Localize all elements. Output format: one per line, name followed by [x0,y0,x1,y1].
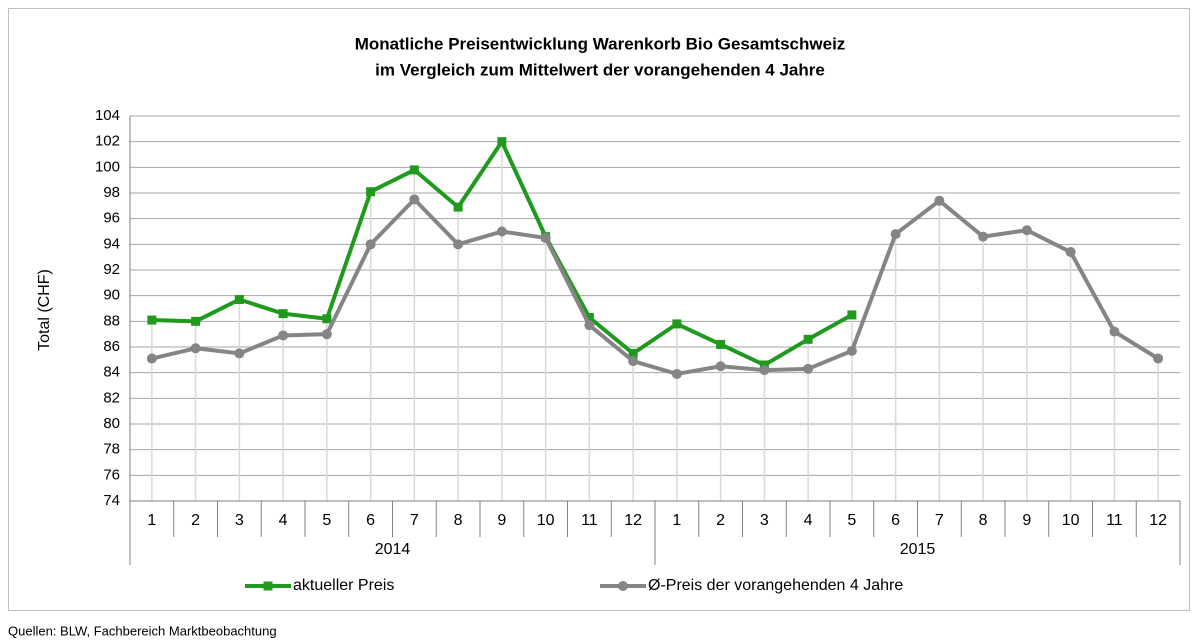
x-tick-label: 7 [935,512,944,529]
data-point [628,348,638,358]
x-tick-label: 10 [537,512,555,529]
data-point [322,314,332,324]
x-tick-label: 10 [1062,512,1080,529]
x-tick-label: 1 [672,512,681,529]
source-note: Quellen: BLW, Fachbereich Marktbeobachtu… [8,623,277,638]
data-point [1065,247,1076,258]
y-tick-label: 96 [103,210,120,227]
x-tick-label: 2 [716,512,725,529]
data-point [759,360,769,370]
x-tick-label: 12 [624,512,642,529]
data-point [847,310,857,320]
data-point [671,368,682,379]
data-point [234,295,244,305]
x-tick-label: 4 [279,512,288,529]
data-point [978,231,989,242]
data-point [365,239,376,250]
data-point [715,361,726,372]
y-tick-label: 104 [95,107,120,124]
chart-frame [8,8,1190,611]
data-point [409,194,420,205]
group-label: 2014 [375,541,411,558]
x-tick-label: 9 [1022,512,1031,529]
y-tick-label: 88 [103,312,120,329]
y-tick-label: 102 [95,133,120,150]
x-tick-label: 12 [1149,512,1167,529]
x-tick-label: 5 [847,512,856,529]
data-point [716,339,726,349]
data-point [846,345,857,356]
y-axis-label: Total (CHF) [36,269,53,351]
data-point [803,334,813,344]
data-point [934,195,945,206]
chart-subtitle: im Vergleich zum Mittelwert der vorangeh… [375,60,825,79]
data-point [409,165,419,175]
data-point [672,319,682,329]
legend-marker [618,581,628,591]
y-tick-label: 94 [103,235,120,252]
x-tick-label: 8 [979,512,988,529]
data-point [1153,353,1164,364]
series-line [151,197,1160,376]
data-point [1021,225,1032,236]
data-point [890,229,901,240]
x-tick-label: 3 [235,512,244,529]
data-point [147,315,157,325]
data-point [366,187,376,197]
x-tick-label: 4 [804,512,813,529]
data-point [540,232,551,243]
x-tick-label: 8 [454,512,463,529]
data-point [191,316,201,326]
x-tick-label: 6 [891,512,900,529]
y-tick-label: 92 [103,261,120,278]
x-tick-label: 9 [497,512,506,529]
data-point [803,363,814,374]
x-tick-label: 5 [322,512,331,529]
x-tick-label: 6 [366,512,375,529]
legend-label: aktueller Preis [293,577,394,594]
data-point [497,137,507,147]
data-point [278,309,288,319]
y-tick-label: 78 [103,441,120,458]
group-label: 2015 [900,541,936,558]
y-tick-label: 98 [103,184,120,201]
x-tick-label: 11 [581,512,598,529]
y-tick-label: 74 [103,492,120,509]
x-tick-label: 3 [760,512,769,529]
data-point [759,365,770,376]
x-tick-label: 2 [191,512,200,529]
data-point [496,226,507,237]
chart-title: Monatliche Preisentwicklung Warenkorb Bi… [355,34,846,53]
data-point [146,353,157,364]
legend-label: Ø-Preis der vorangehenden 4 Jahre [648,577,903,594]
x-tick-label: 7 [410,512,419,529]
y-tick-label: 90 [103,287,120,304]
x-tick-label: 11 [1106,512,1123,529]
legend-marker [263,581,273,591]
data-point [453,202,463,212]
data-point [190,343,201,354]
y-tick-label: 84 [103,364,120,381]
data-point [584,312,594,322]
data-point [453,239,464,250]
data-point [234,348,245,359]
data-point [584,320,595,331]
y-tick-label: 86 [103,338,120,355]
data-point [278,330,289,341]
y-tick-label: 80 [103,415,120,432]
x-tick-label: 1 [147,512,156,529]
data-point [1109,326,1120,337]
y-tick-label: 76 [103,466,120,483]
data-point [321,329,332,340]
data-point [628,356,639,367]
y-tick-label: 100 [95,158,120,175]
y-tick-label: 82 [103,389,120,406]
